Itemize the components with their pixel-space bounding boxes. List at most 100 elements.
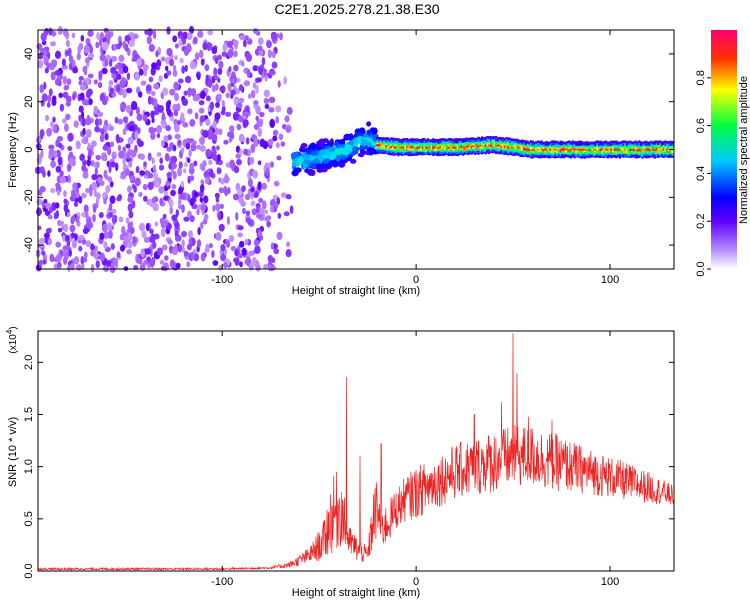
spectrogram-cell	[57, 156, 63, 166]
spectrogram-cell	[526, 148, 529, 151]
spectrogram-cell	[90, 263, 95, 273]
spectrogram-cell	[463, 138, 466, 141]
spectrogram-cell	[660, 154, 663, 158]
spectrogram-cell	[556, 146, 559, 149]
spectrogram-cell	[442, 141, 445, 145]
spectrogram-cell	[477, 152, 480, 155]
spectrogram-cell	[186, 43, 192, 52]
spectrogram-cell	[549, 141, 552, 145]
spectrogram-cell	[218, 128, 223, 136]
spectrogram-cell	[453, 150, 456, 153]
spectrogram-cell	[671, 150, 674, 154]
spectrogram-cell	[411, 140, 414, 143]
spectrogram-cell	[352, 146, 360, 152]
spectrogram-cell	[440, 151, 444, 155]
spectrogram-cell	[486, 141, 489, 144]
spectrogram-cell	[184, 75, 192, 84]
spectrogram-cell	[108, 229, 113, 239]
spectrogram-cell	[442, 138, 445, 141]
spectrogram-cell	[510, 146, 513, 149]
spectrogram-cell	[444, 142, 447, 145]
spectrogram-cell	[671, 146, 674, 150]
spectrogram-cell	[601, 152, 604, 156]
spectrogram-cell	[648, 155, 651, 158]
spectrogram-cell	[627, 141, 630, 144]
spectrogram-cell	[629, 155, 632, 159]
spectrogram-cell	[265, 167, 270, 177]
spectrogram-cell	[594, 148, 597, 151]
spectrogram-cell	[540, 142, 543, 145]
spectrogram-cell	[421, 149, 424, 153]
spectrogram-cell	[533, 146, 536, 149]
spectrogram-cell	[395, 145, 398, 149]
spectrogram-cell	[463, 141, 466, 145]
spectrogram-cell	[406, 151, 409, 154]
spectrogram-cell	[131, 57, 138, 62]
spectrogram-cell	[390, 139, 393, 143]
spectrogram-cell	[397, 142, 400, 146]
spectrogram-cell	[126, 151, 131, 160]
spectrogram-cell	[160, 140, 165, 148]
spectrogram-cell	[189, 175, 195, 182]
spectrogram-cell	[65, 113, 71, 121]
spectrogram-cell	[255, 203, 261, 208]
spectrogram-cell	[181, 247, 186, 253]
spectrogram-cell	[610, 150, 613, 153]
spectrogram-cell	[267, 255, 274, 263]
spectrogram-cell	[458, 149, 461, 152]
spectrogram-cell	[143, 195, 148, 202]
spectrogram-cell	[470, 152, 473, 155]
spectrogram-cell	[193, 160, 198, 167]
spectrogram-cell	[105, 30, 112, 40]
spectrogram-cell	[472, 146, 475, 150]
spectrogram-cell	[129, 120, 135, 126]
spectrogram-cell	[165, 125, 171, 132]
spectrogram-cell	[393, 146, 396, 149]
spectrogram-cell	[383, 151, 386, 155]
spectrogram-cell	[519, 152, 522, 155]
spectrogram-cell	[653, 147, 656, 150]
spectrogram-cell	[563, 141, 566, 145]
spectrogram-cell	[426, 149, 430, 152]
spectrogram-cell	[479, 150, 482, 153]
spectrogram-cell	[263, 89, 270, 98]
spectrogram-cell	[182, 31, 188, 40]
spectrogram-cell	[167, 134, 172, 141]
spectrogram-cell	[54, 50, 62, 59]
spectrogram-cell	[512, 140, 515, 143]
spectrogram-cell	[180, 180, 184, 188]
spectrogram-cell	[386, 146, 389, 149]
spectrogram-cell	[493, 139, 496, 143]
snr-x-label: Height of straight line (km)	[292, 587, 420, 599]
spectrogram-cell	[275, 116, 280, 124]
spectrogram-cell	[446, 146, 449, 149]
spectrogram-cell	[86, 158, 91, 167]
spectrogram-cell	[577, 151, 580, 155]
spectrogram-cell	[624, 145, 627, 148]
spectrogram-cell	[470, 145, 473, 148]
spectrogram-cell	[114, 116, 119, 124]
spectrogram-cell	[604, 152, 608, 155]
spectrogram-cell	[638, 142, 641, 146]
spectrogram-cell	[237, 232, 243, 238]
spectrogram-cell	[224, 189, 228, 197]
spectrogram-cell	[273, 248, 280, 255]
spectrogram-cell	[379, 143, 382, 146]
spectrogram-cell	[613, 152, 616, 155]
spectrogram-cell	[474, 150, 477, 153]
spectrogram-cell	[117, 144, 122, 152]
spectrogram-cell	[105, 54, 112, 61]
spectrogram-cell	[648, 141, 651, 144]
spectrogram-cell	[81, 111, 85, 120]
spectrogram-cell	[50, 71, 56, 81]
spectrogram-cell	[211, 84, 216, 93]
spectrogram-cell	[151, 91, 156, 96]
spectrogram-cell	[183, 250, 189, 257]
spectrogram-cell	[128, 125, 135, 132]
spectrogram-cell	[599, 155, 602, 158]
spectrogram-cell	[664, 145, 667, 149]
spectrogram-cell	[505, 143, 508, 147]
spectrogram-cell	[280, 192, 287, 198]
spectrogram-cell	[474, 139, 477, 143]
spectrogram-cell	[536, 155, 540, 158]
